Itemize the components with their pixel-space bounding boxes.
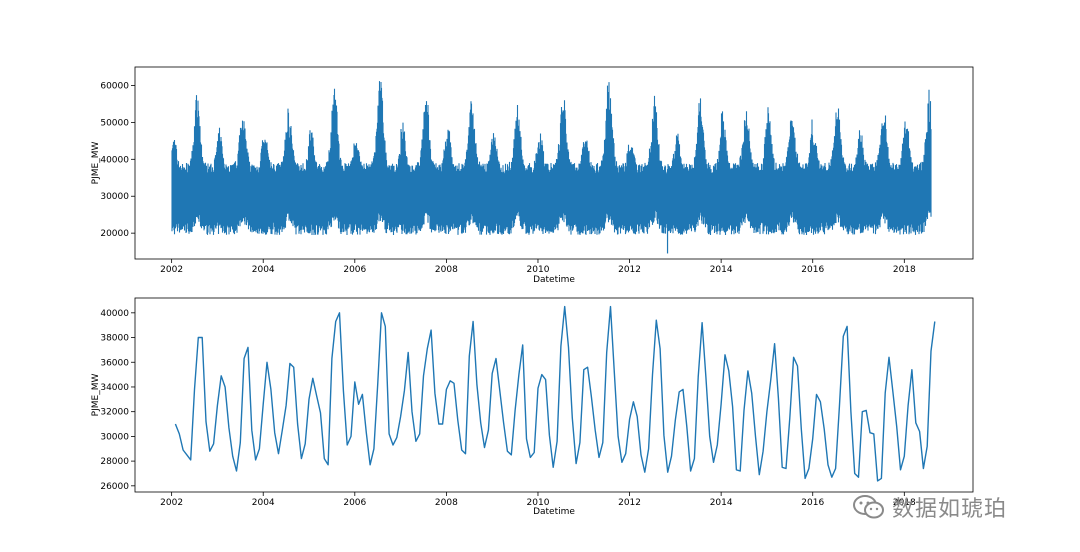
y-tick-label: 40000: [100, 309, 129, 319]
y-ticks-top: 20000 30000 40000 50000 60000: [100, 81, 135, 239]
x-tick-label: 2004: [252, 498, 275, 508]
x-tick-label: 2004: [252, 265, 275, 275]
x-tick-label: 2002: [160, 265, 183, 275]
y-axis-label-top: PJME_MW: [91, 142, 101, 185]
x-axis-label-bottom: Datetime: [533, 507, 575, 517]
wechat-icon: [853, 495, 884, 519]
y-tick-label: 34000: [100, 383, 129, 393]
x-tick-label: 2006: [343, 265, 366, 275]
y-tick-label: 50000: [100, 118, 129, 128]
x-tick-label: 2016: [801, 498, 824, 508]
x-tick-label: 2014: [710, 498, 733, 508]
y-tick-label: 28000: [100, 457, 129, 467]
x-tick-label: 2018: [893, 265, 916, 275]
x-tick-label: 2014: [710, 265, 733, 275]
x-ticks-bottom: 2002 2004 2006 2008 2010 2012 2014 2016 2018: [160, 492, 916, 508]
y-tick-label: 30000: [100, 432, 129, 442]
hourly-series: [171, 81, 932, 254]
y-tick-label: 32000: [100, 408, 129, 418]
watermark-text: 数据如琥珀: [892, 497, 1008, 522]
monthly-mean-line: [174, 305, 936, 482]
axes-hourly: 2002 2004 2006 2008 2010 2012 2014 2016 2018 200…: [91, 66, 974, 285]
y-axis-label-bottom: PJME_MW: [91, 374, 101, 417]
x-tick-label: 2008: [435, 265, 458, 275]
x-tick-label: 2018: [893, 498, 916, 508]
x-tick-label: 2002: [160, 498, 183, 508]
x-tick-label: 2016: [801, 265, 824, 275]
y-tick-label: 26000: [100, 482, 129, 492]
axes-frame-top: [134, 66, 974, 260]
x-tick-label: 2012: [618, 265, 641, 275]
x-tick-label: 2012: [618, 498, 641, 508]
x-tick-label: 2008: [435, 498, 458, 508]
x-tick-label: 2010: [527, 265, 550, 275]
y-tick-label: 40000: [100, 155, 129, 165]
x-ticks-top: 2002 2004 2006 2008 2010 2012 2014 2016 2018: [160, 259, 916, 275]
y-tick-label: 30000: [100, 192, 129, 202]
x-axis-label-top: Datetime: [533, 275, 575, 285]
x-tick-label: 2010: [527, 498, 550, 508]
axes-frame-bottom: [134, 297, 974, 493]
hourly-load-line: [171, 81, 932, 235]
y-tick-label: 20000: [100, 229, 129, 239]
y-tick-label: 36000: [100, 358, 129, 368]
y-tick-label: 60000: [100, 81, 129, 91]
x-tick-label: 2006: [343, 498, 366, 508]
monthly-series: [174, 305, 936, 482]
axes-monthly: 2002 2004 2006 2008 2010 2012 2014 2016 2018 260…: [91, 297, 974, 517]
watermark: 数据如琥珀: [852, 490, 1052, 524]
y-tick-label: 38000: [100, 334, 129, 344]
y-ticks-bottom: 26000 28000 30000 32000 34000 36000 38000 40000: [100, 309, 135, 492]
